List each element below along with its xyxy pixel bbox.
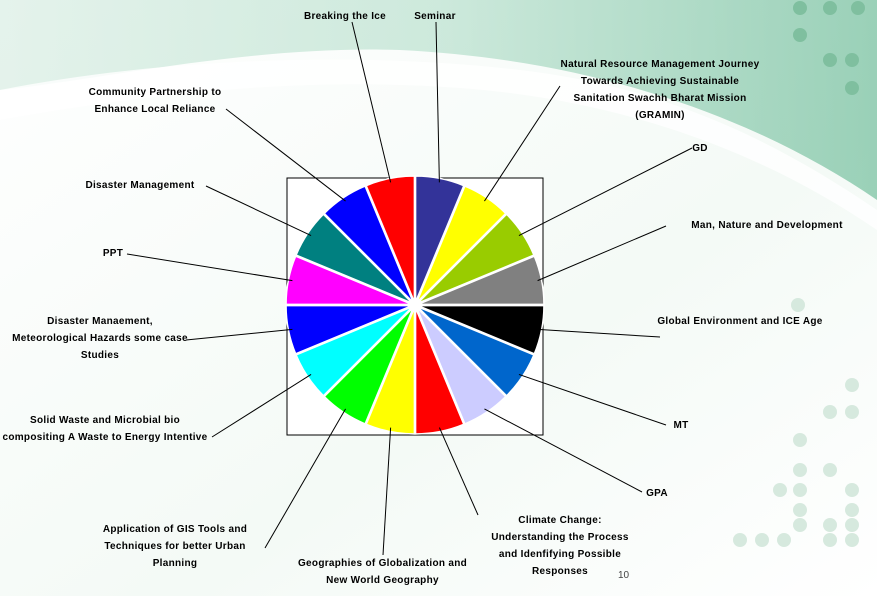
- leader-line: [211, 374, 312, 438]
- slice-label: Natural Resource Management Journey Towa…: [560, 59, 760, 121]
- leader-line: [185, 328, 293, 341]
- slice-label: Climate Change: Understanding the Proces…: [491, 515, 629, 577]
- leader-line: [264, 408, 346, 549]
- leader-line: [225, 108, 346, 202]
- leader-line: [351, 21, 392, 183]
- leader-line: [518, 147, 693, 236]
- slice-label: Disaster Manaement, Meteorological Hazar…: [12, 316, 188, 361]
- slice-label: Global Environment and ICE Age: [657, 316, 823, 327]
- slice-label: Community Partnership to Enhance Local R…: [88, 87, 222, 115]
- leader-line: [537, 328, 661, 338]
- leader-line: [382, 427, 392, 556]
- leader-line: [518, 373, 667, 426]
- pie-slice: [415, 306, 507, 425]
- leader-line: [537, 225, 667, 282]
- slice-label: Geographies of Globalization and New Wor…: [297, 558, 468, 586]
- leader-line: [205, 185, 312, 237]
- slice-label: PPT: [102, 248, 124, 259]
- slice-label: Man, Nature and Development: [691, 220, 843, 231]
- pie-slice: [414, 307, 465, 435]
- slice-label: Seminar: [414, 11, 456, 22]
- slice-label: GPA: [646, 488, 668, 499]
- pie-slice: [365, 307, 416, 435]
- leader-line: [484, 408, 643, 493]
- slice-label: Breaking the Ice: [303, 11, 387, 22]
- pie-slice: [417, 304, 545, 355]
- pie-slice: [417, 255, 545, 306]
- leader-line: [484, 85, 561, 202]
- slice-label: MT: [673, 420, 689, 431]
- pie-slice: [414, 175, 465, 303]
- pie-slice: [416, 305, 535, 397]
- pie-slice: [323, 185, 415, 304]
- leader-line: [438, 427, 479, 516]
- page-number: 10: [618, 570, 630, 581]
- pie-slice: [295, 213, 414, 305]
- leader-line: [435, 21, 440, 183]
- leader-line: [126, 253, 293, 282]
- slice-label: Disaster Management: [85, 180, 195, 191]
- slice-label: Application of GIS Tools and Techniques …: [102, 524, 248, 569]
- slice-label: GD: [692, 143, 708, 154]
- slice-label: Solid Waste and Microbial bio compositin…: [2, 415, 208, 443]
